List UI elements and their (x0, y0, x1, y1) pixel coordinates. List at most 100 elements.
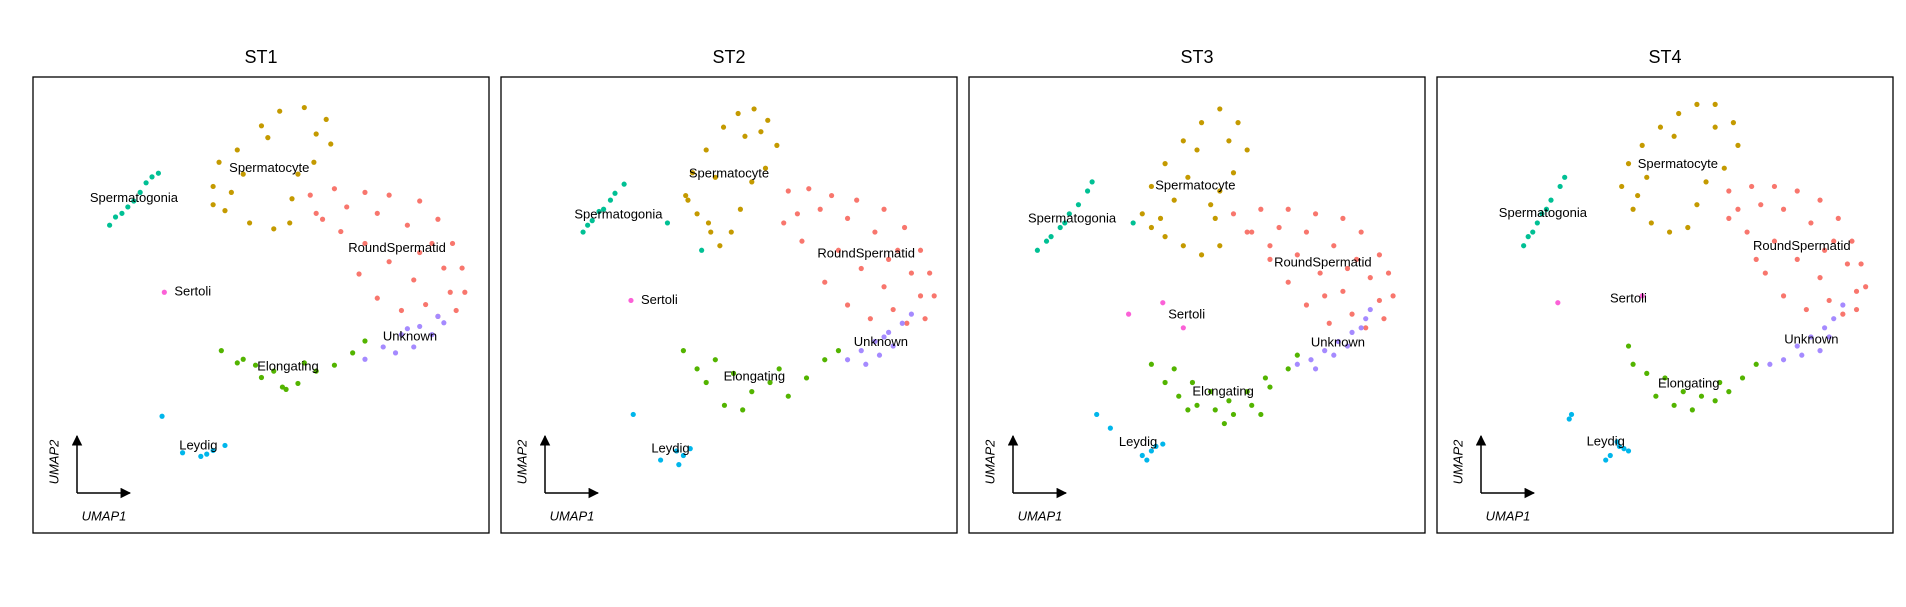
cell-point (1703, 179, 1709, 185)
cell-point (751, 106, 757, 112)
cell-point (607, 197, 614, 203)
cluster-label: Spermatocyte (1638, 156, 1718, 171)
cell-point (1657, 124, 1664, 130)
cluster-label: Elongating (1658, 376, 1719, 391)
panel-frame (968, 76, 1426, 534)
cluster-label: Unknown (383, 328, 437, 343)
cell-point (1543, 206, 1550, 212)
cluster-label: Leydig (1587, 434, 1625, 449)
cell-point (1084, 188, 1091, 194)
cell-point (1180, 138, 1186, 144)
cell-point (404, 222, 410, 228)
cell-point (1226, 138, 1232, 144)
cell-point (817, 206, 823, 212)
cell-point (1566, 416, 1572, 422)
cluster-label: RoundSpermatid (1753, 238, 1851, 253)
cell-point (881, 334, 887, 340)
cell-point (1285, 279, 1291, 285)
cluster-label: Leydig (1119, 434, 1157, 449)
cell-point (179, 450, 186, 456)
cell-point (1771, 183, 1778, 190)
cell-point (765, 117, 771, 123)
cell-point (803, 375, 810, 381)
cell-point (829, 192, 835, 199)
cell-point (1230, 170, 1237, 176)
cell-point (1217, 188, 1223, 194)
cell-point (1208, 202, 1214, 208)
cell-point (1157, 215, 1164, 221)
cell-point (742, 133, 748, 139)
cell-point (1390, 293, 1396, 299)
cell-point (687, 446, 693, 452)
cell-point (1162, 379, 1168, 386)
cell-point (344, 204, 350, 210)
cell-point (835, 348, 842, 354)
cell-point (664, 220, 671, 226)
cell-point (1644, 370, 1650, 376)
cell-point (210, 202, 216, 208)
cell-point (1644, 174, 1650, 180)
cell-point (1808, 334, 1814, 340)
cluster-label: Leydig (651, 440, 689, 455)
cell-point (694, 211, 700, 217)
cell-point (1363, 316, 1369, 322)
cell-point (1034, 247, 1040, 253)
cell-point (1312, 366, 1319, 372)
cell-point (1262, 375, 1268, 381)
cell-point (279, 384, 286, 390)
cell-point (218, 348, 224, 354)
cell-point (210, 447, 216, 454)
cell-point (1555, 300, 1561, 306)
cell-point (1363, 325, 1369, 331)
cell-point (328, 141, 334, 147)
cell-point (240, 171, 246, 177)
cluster-label: Unknown (854, 334, 908, 349)
cell-point (1648, 220, 1654, 226)
cell-point (1639, 293, 1645, 299)
cell-point (441, 265, 447, 271)
cell-point (1267, 384, 1273, 390)
cell-point (1794, 256, 1800, 262)
cluster-label: Spermatocyte (1155, 177, 1235, 192)
cell-point (1194, 402, 1200, 408)
cell-point (307, 192, 313, 198)
cell-point (1258, 411, 1264, 418)
cell-point (1726, 188, 1732, 194)
cell-point (785, 188, 791, 194)
cell-point (621, 181, 627, 187)
cell-point (680, 348, 687, 354)
x-axis-label: UMAP1 (1018, 508, 1063, 523)
cell-point (728, 229, 734, 235)
cell-point (881, 206, 887, 212)
cell-point (1153, 443, 1159, 449)
cell-point (159, 413, 165, 419)
cell-point (1294, 361, 1300, 367)
cell-point (867, 316, 873, 322)
cell-point (1548, 197, 1554, 203)
cell-point (392, 350, 399, 356)
cell-point (1726, 215, 1732, 221)
cell-point (313, 210, 319, 216)
cell-point (1635, 192, 1641, 199)
cell-point (362, 240, 368, 247)
cell-point (1376, 297, 1382, 304)
cell-point (705, 220, 712, 226)
cell-point (1148, 448, 1154, 454)
cell-point (1185, 174, 1191, 180)
cell-point (356, 271, 362, 277)
cell-point (374, 210, 380, 216)
cell-point (1221, 420, 1227, 427)
cell-point (890, 306, 896, 313)
cell-point (927, 270, 933, 276)
cell-point (1822, 325, 1828, 331)
cell-point (1689, 407, 1695, 413)
cell-point (886, 256, 892, 262)
cell-point (735, 110, 741, 117)
cell-point (1712, 101, 1718, 107)
cluster-label: Sertoli (1610, 291, 1647, 306)
cell-point (210, 183, 216, 190)
cell-point (289, 196, 295, 202)
cell-point (1139, 211, 1145, 217)
cell-point (112, 214, 119, 220)
cell-point (311, 159, 317, 165)
